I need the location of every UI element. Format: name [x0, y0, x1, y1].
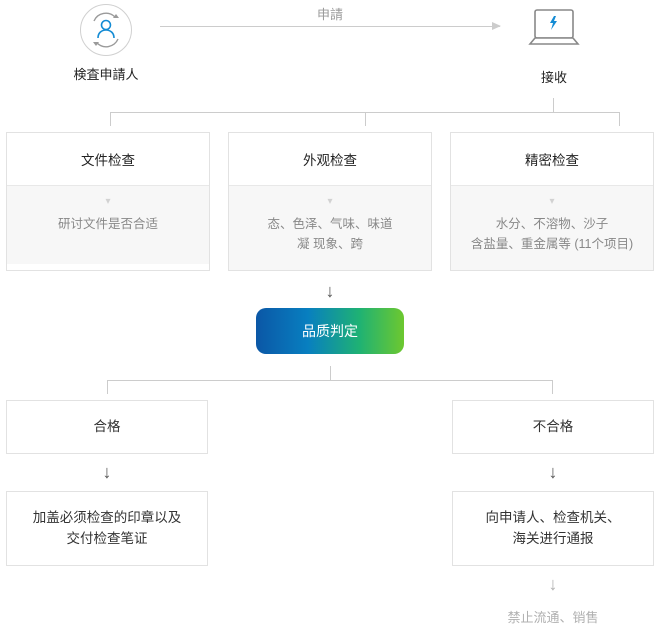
- arrow-down-icon: ↓: [549, 462, 558, 483]
- caret-down-icon: ▾: [457, 194, 647, 210]
- fail-footer: 禁止流通、销售: [507, 607, 598, 626]
- pass-title-box: 合格: [6, 400, 208, 454]
- bracket-results: [107, 366, 553, 394]
- applicant-label: 検査申請人: [73, 64, 138, 83]
- check-precise-body: ▾ 水分、不溶物、沙子 含盐量、重金属等 (11个项目): [451, 186, 653, 270]
- fail-detail-box: 向申请人、检查机关、 海关进行通报: [452, 491, 654, 566]
- pass-detail-box: 加盖必须检查的印章以及 交付检查笔证: [6, 491, 208, 566]
- check-precise-title: 精密检查: [451, 133, 653, 186]
- check-visual-body: ▾ 态、色泽、气味、味道 凝 现象、跨: [229, 186, 431, 270]
- fail-title-box: 不合格: [452, 400, 654, 454]
- arrow-to-quality: ↓: [0, 281, 660, 302]
- quality-pill: 品质判定: [256, 308, 404, 354]
- fail-detail: 向申请人、检查机关、 海关进行通报: [486, 508, 621, 549]
- caret-down-icon: ▾: [235, 194, 425, 210]
- fail-title: 不合格: [533, 419, 574, 434]
- results-row: 合格 ↓ 加盖必须检查的印章以及 交付检查笔证 不合格 ↓ 向申请人、检查机关、…: [6, 400, 654, 626]
- check-visual: 外观检查 ▾ 态、色泽、气味、味道 凝 现象、跨: [228, 132, 432, 271]
- arrow-down-faded-icon: ↓: [549, 574, 558, 595]
- apply-arrow: [160, 26, 500, 27]
- check-precise-line1: 水分、不溶物、沙子: [496, 217, 609, 231]
- receive-label: 接收: [541, 67, 567, 86]
- pass-detail: 加盖必须检查的印章以及 交付检查笔证: [33, 508, 182, 549]
- check-visual-title: 外观检查: [229, 133, 431, 186]
- check-precise: 精密检查 ▾ 水分、不溶物、沙子 含盐量、重金属等 (11个项目): [450, 132, 654, 271]
- checks-row: 文件检查 ▾ 研讨文件是否合适 外观检查 ▾ 态、色泽、气味、味道 凝 现象、跨…: [6, 132, 654, 271]
- bracket-top: [110, 98, 620, 126]
- apply-arrow-label: 申請: [0, 4, 660, 23]
- check-doc-title: 文件检查: [7, 133, 209, 186]
- check-precise-line2: 含盐量、重金属等 (11个项目): [471, 237, 633, 251]
- fail-column: 不合格 ↓ 向申请人、检查机关、 海关进行通报 ↓ 禁止流通、销售: [452, 400, 654, 626]
- pass-column: 合格 ↓ 加盖必须检查的印章以及 交付检查笔证: [6, 400, 208, 626]
- caret-down-icon: ▾: [13, 194, 203, 210]
- check-visual-line2: 凝 现象、跨: [297, 237, 363, 251]
- quality-label: 品质判定: [302, 321, 358, 341]
- top-row: 検査申請人 申請 接收: [0, 0, 660, 86]
- pass-title: 合格: [94, 419, 121, 434]
- check-doc-body-text: 研讨文件是否合适: [58, 217, 158, 231]
- arrow-down-icon: ↓: [103, 462, 112, 483]
- check-visual-line1: 态、色泽、气味、味道: [267, 217, 392, 231]
- check-doc-body: ▾ 研讨文件是否合适: [7, 186, 209, 264]
- check-doc: 文件检查 ▾ 研讨文件是否合适: [6, 132, 210, 271]
